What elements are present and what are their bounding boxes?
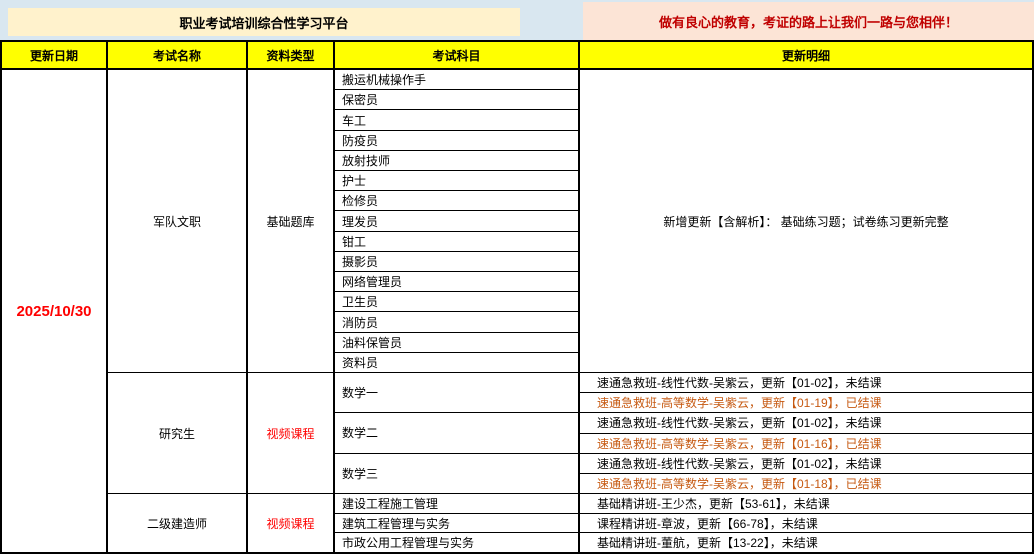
subject-cell: 网络管理员 <box>335 272 578 293</box>
course-row: 数学二 速通急救班-线性代数-吴紫云，更新【01-02】，未结课 速通急救班-高… <box>335 413 1032 454</box>
course-row: 建设工程施工管理 基础精讲班-王少杰，更新【53-61】，未结课 <box>335 494 1032 514</box>
subject-cell: 数学三 <box>335 453 580 493</box>
update-detail-line: 基础精讲班-王少杰，更新【53-61】，未结课 <box>597 496 830 511</box>
subject-cell: 检修员 <box>335 191 578 212</box>
header-exam-name: 考试名称 <box>108 42 248 68</box>
subject-cell: 数学一 <box>335 373 580 413</box>
header-update-date: 更新日期 <box>2 42 108 68</box>
subject-cell: 保密员 <box>335 90 578 111</box>
header-update-detail: 更新明细 <box>781 48 830 63</box>
subject-cell: 市政公用工程管理与实务 <box>335 533 580 553</box>
subject-cell: 摄影员 <box>335 252 578 273</box>
update-detail-line: 速通急救班-高等数学-吴紫云，更新【01-19】，已结课 <box>597 396 882 411</box>
exam-name-cell: 二级建造师 <box>108 494 248 552</box>
subject-cell: 卫生员 <box>335 292 578 313</box>
section-constructor: 二级建造师 视频课程 建设工程施工管理 基础精讲班-王少杰，更新【53-61】，… <box>108 494 1032 553</box>
update-detail-line: 速通急救班-线性代数-吴紫云，更新【01-02】，未结课 <box>580 413 1032 434</box>
table-body: 2025/10/30 军队文职 基础题库 搬运机械操作手 保密员 车工 防疫员 … <box>2 70 1032 553</box>
subject-list: 搬运机械操作手 保密员 车工 防疫员 放射技师 护士 检修员 理发员 钳工 摄影… <box>335 70 580 372</box>
exam-name-cell: 研究生 <box>108 373 248 493</box>
update-detail-line: 课程精讲班-章波，更新【66-78】，未结课 <box>597 516 818 531</box>
subject-cell: 护士 <box>335 171 578 192</box>
update-table: 更新日期 考试名称 资料类型 考试科目 更新明细 2025/10/30 军队文职… <box>0 40 1034 554</box>
subject-cell: 搬运机械操作手 <box>335 70 578 91</box>
subject-cell: 资料员 <box>342 355 379 370</box>
material-type-cell: 视频课程 <box>248 494 335 552</box>
exam-name-cell: 军队文职 <box>108 70 248 372</box>
material-type-cell: 视频课程 <box>248 373 335 493</box>
top-banner: 职业考试培训综合性学习平台 做有良心的教育，考证的路上让我们一路与您相伴！ <box>0 0 1034 40</box>
table-header-row: 更新日期 考试名称 资料类型 考试科目 更新明细 <box>2 42 1032 70</box>
update-detail-line: 速通急救班-线性代数-吴紫云，更新【01-02】，未结课 <box>580 373 1032 394</box>
material-type-cell: 基础题库 <box>248 70 335 372</box>
course-row: 数学三 速通急救班-线性代数-吴紫云，更新【01-02】，未结课 速通急救班-高… <box>335 453 1032 493</box>
subject-cell: 防疫员 <box>335 131 578 151</box>
subject-cell: 钳工 <box>335 232 578 252</box>
course-row: 数学一 速通急救班-线性代数-吴紫云，更新【01-02】，未结课 速通急救班-高… <box>335 373 1032 414</box>
section-graduate: 研究生 视频课程 数学一 速通急救班-线性代数-吴紫云，更新【01-02】，未结… <box>108 373 1032 494</box>
subject-cell: 数学二 <box>335 413 580 453</box>
update-detail-cell: 新增更新【含解析】： 基础练习题；试卷练习更新完整 <box>663 214 949 229</box>
section-military: 军队文职 基础题库 搬运机械操作手 保密员 车工 防疫员 放射技师 护士 检修员… <box>108 70 1032 373</box>
update-date-cell: 2025/10/30 <box>2 70 108 552</box>
platform-title: 职业考试培训综合性学习平台 <box>8 8 520 36</box>
update-detail-line: 速通急救班-高等数学-吴紫云，更新【01-18】，已结课 <box>597 476 882 491</box>
update-detail-line: 基础精讲班-董航，更新【13-22】，未结课 <box>597 536 818 551</box>
course-row: 建筑工程管理与实务 课程精讲班-章波，更新【66-78】，未结课 <box>335 513 1032 534</box>
header-material-type: 资料类型 <box>248 42 335 68</box>
header-exam-subject: 考试科目 <box>335 42 580 68</box>
subject-cell: 建筑工程管理与实务 <box>335 513 580 533</box>
subject-cell: 消防员 <box>335 312 578 333</box>
subject-cell: 放射技师 <box>335 151 578 172</box>
course-row: 市政公用工程管理与实务 基础精讲班-董航，更新【13-22】，未结课 <box>335 533 1032 553</box>
subject-cell: 车工 <box>335 110 578 131</box>
subject-cell: 理发员 <box>335 211 578 232</box>
subject-cell: 油料保管员 <box>335 333 578 353</box>
subject-cell: 建设工程施工管理 <box>335 494 580 513</box>
update-detail-line: 速通急救班-线性代数-吴紫云，更新【01-02】，未结课 <box>580 454 1032 474</box>
slogan-text: 做有良心的教育，考证的路上让我们一路与您相伴！ <box>583 2 1034 40</box>
update-detail-line: 速通急救班-高等数学-吴紫云，更新【01-16】，已结课 <box>597 436 882 451</box>
